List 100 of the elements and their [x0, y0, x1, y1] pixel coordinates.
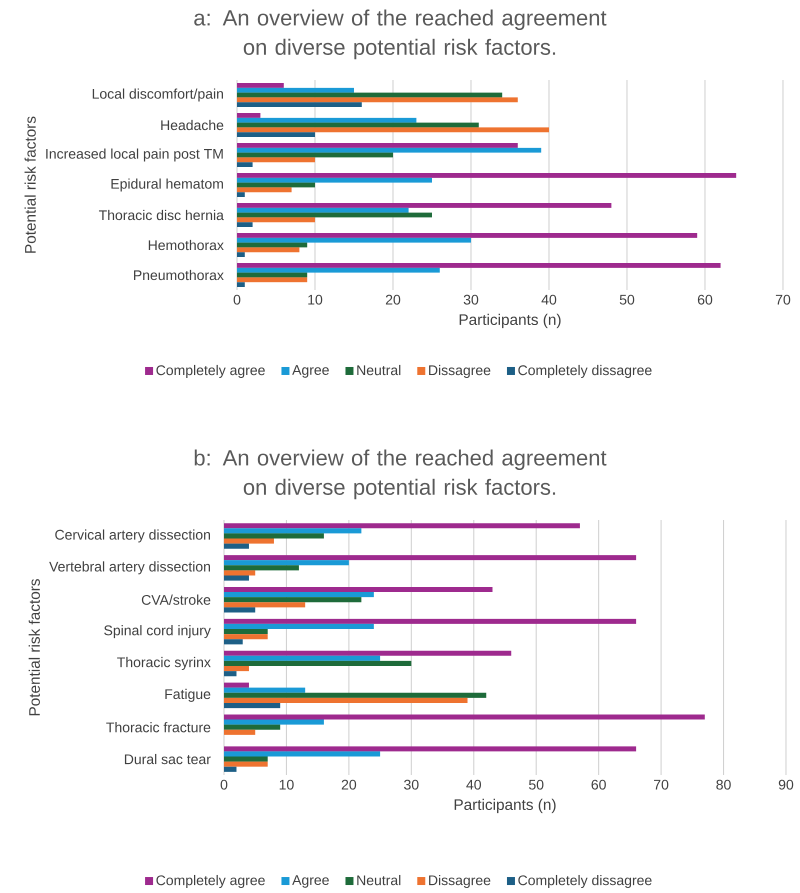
- bar: [224, 602, 306, 608]
- bar: [236, 102, 362, 108]
- legend-label: Completely dissagree: [518, 874, 652, 888]
- x-tick-label: 20: [386, 294, 400, 305]
- bar: [224, 629, 268, 634]
- bar: [224, 666, 249, 672]
- bar: [236, 83, 284, 88]
- bar: [224, 724, 280, 730]
- x-tick-label: 20: [342, 780, 356, 790]
- bar: [224, 639, 243, 644]
- bar: [236, 152, 393, 158]
- bar: [224, 730, 256, 735]
- bar: [236, 252, 245, 258]
- bar: [236, 118, 416, 123]
- x-tick-label: 60: [592, 780, 606, 790]
- x-axis-title: Participants (n): [454, 798, 556, 814]
- y-tick-label: Hemothorax: [148, 240, 224, 250]
- legend-label: Neutral: [357, 364, 400, 376]
- bar: [236, 233, 698, 238]
- legend-label: Agree: [292, 875, 329, 888]
- bar: [224, 555, 636, 560]
- bar: [236, 268, 440, 273]
- bar: [236, 122, 479, 128]
- x-tick-label: 90: [778, 780, 794, 790]
- bar: [224, 656, 380, 661]
- x-tick-label: 40: [466, 780, 481, 790]
- y-tick-label: Thoracic fracture: [106, 722, 210, 732]
- bar: [224, 682, 249, 688]
- bar: [224, 533, 324, 539]
- y-tick-label: CVA/stroke: [142, 594, 210, 605]
- bar: [236, 97, 518, 102]
- x-tick-label: 30: [404, 780, 419, 790]
- bar: [224, 565, 299, 570]
- bar: [236, 242, 308, 248]
- chart-title: b: An overview of the reached agreement on diverse potential risk factors.: [194, 449, 606, 500]
- y-axis-title: Potential risk factors: [28, 579, 40, 716]
- x-axis-title: Participants (n): [460, 314, 561, 328]
- bar: [236, 162, 253, 168]
- bar: [224, 692, 486, 698]
- bar: [224, 624, 374, 630]
- x-tick-label: 0: [220, 780, 228, 790]
- bar: [224, 756, 268, 762]
- legend-label: Dissagree: [429, 364, 490, 378]
- bar: [224, 766, 236, 772]
- bar: [224, 746, 636, 752]
- bar: [224, 597, 362, 602]
- bar: [236, 263, 721, 268]
- bar: [224, 560, 349, 566]
- bar: [224, 720, 324, 725]
- bar: [236, 212, 432, 218]
- y-tick-label: Thoracic syrinx: [117, 656, 211, 670]
- x-tick-label: 0: [234, 294, 240, 305]
- y-tick-label: Epidural hematom: [111, 178, 223, 192]
- bar: [224, 634, 268, 640]
- legend-label: Completely agree: [156, 364, 265, 378]
- bar: [236, 217, 315, 222]
- y-tick-label: Pneumothorax: [134, 270, 224, 280]
- bar: [224, 702, 280, 708]
- bar: [224, 650, 512, 656]
- x-tick-label: 40: [542, 294, 556, 305]
- legend-label: Neutral: [357, 874, 400, 886]
- x-tick-label: 60: [698, 294, 712, 305]
- x-tick-label: 30: [464, 294, 478, 305]
- bar: [236, 272, 308, 278]
- bar: [224, 528, 362, 534]
- bar: [224, 523, 580, 528]
- bar: [224, 618, 636, 624]
- bar: [236, 92, 502, 98]
- bar: [224, 762, 268, 767]
- y-tick-label: Headache: [161, 120, 224, 130]
- bar: [224, 570, 256, 576]
- bar: [236, 113, 260, 118]
- x-tick-label: 10: [308, 294, 322, 305]
- legend-label: Completely dissagree: [518, 364, 652, 378]
- bar: [236, 143, 518, 148]
- legend-label: Dissagree: [429, 874, 490, 888]
- x-tick-label: 80: [716, 780, 731, 790]
- bar: [236, 208, 409, 213]
- bar: [236, 127, 549, 132]
- bar: [236, 178, 432, 183]
- y-tick-label: Fatigue: [165, 688, 210, 702]
- bar: [236, 203, 612, 208]
- bar: [236, 88, 354, 93]
- bar: [236, 282, 245, 288]
- bar: [224, 592, 374, 598]
- bar: [236, 148, 542, 153]
- bar: [236, 238, 471, 243]
- y-tick-label: Thoracic disc hernia: [98, 210, 224, 220]
- bar: [236, 182, 315, 188]
- bar: [236, 277, 308, 282]
- bar: [224, 575, 249, 581]
- y-tick-label: Dural sac tear: [124, 754, 211, 764]
- bar: [236, 192, 245, 198]
- x-tick-label: 10: [280, 780, 294, 790]
- y-tick-label: Spinal cord injury: [104, 625, 211, 638]
- bar: [236, 222, 253, 228]
- bar: [224, 671, 236, 676]
- bar: [224, 688, 306, 693]
- legend-label: Agree: [292, 365, 329, 378]
- bar: [224, 698, 468, 703]
